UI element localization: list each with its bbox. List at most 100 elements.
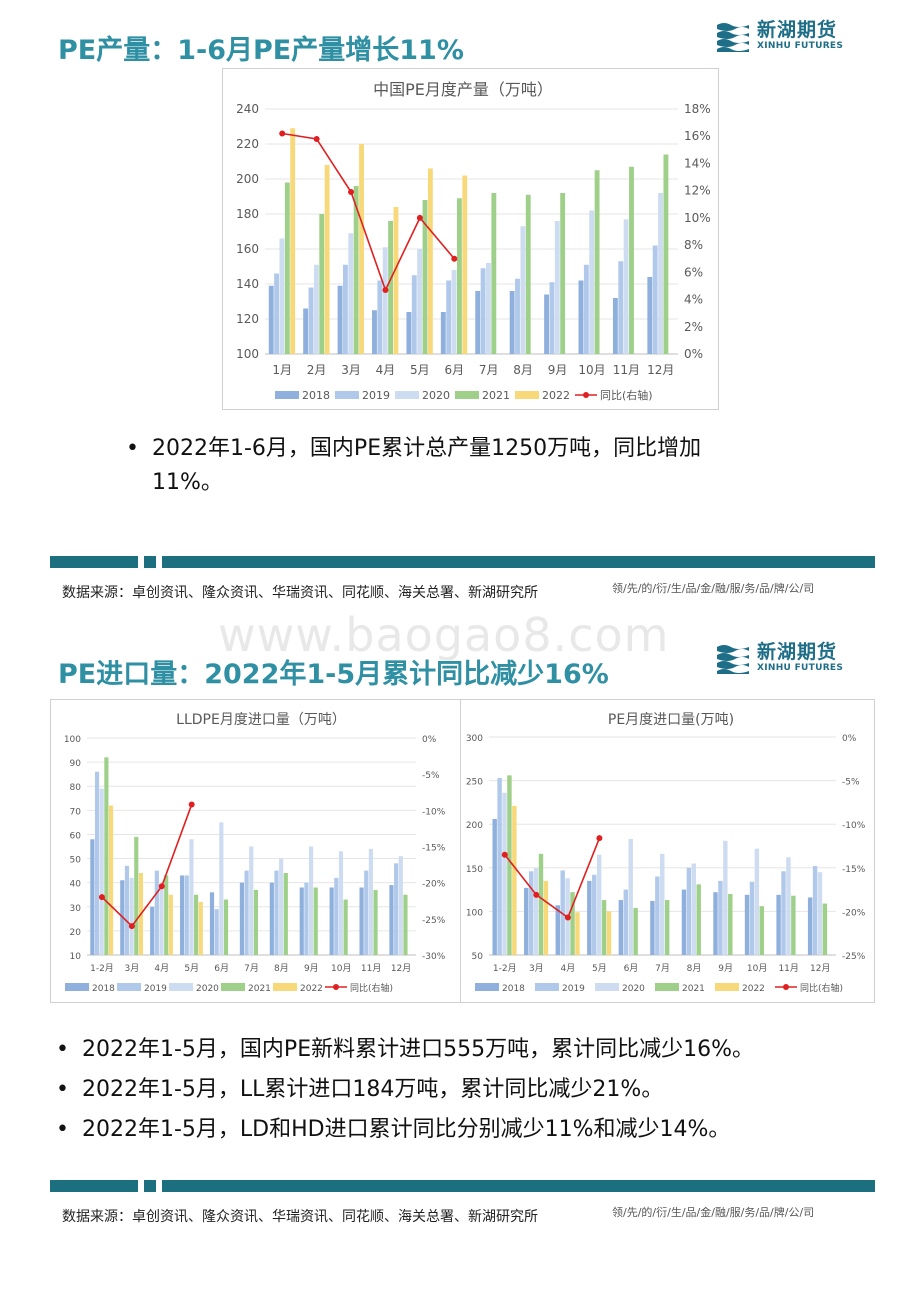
y-tick-label: 160 [236, 242, 259, 256]
y2-tick-label: 6% [684, 265, 703, 279]
bar-2021 [313, 887, 318, 955]
bar-2021 [164, 875, 169, 955]
bullet-text: 2022年1-5月，国内PE新料累计进口555万吨，累计同比减少16%。 [82, 1037, 754, 1062]
legend-label: 2020 [422, 389, 450, 402]
bar-2019 [124, 865, 130, 955]
y2-tick-label: 12% [684, 184, 711, 198]
bar-2018 [509, 291, 515, 354]
yoy-point [533, 891, 540, 898]
x-tick-label: 1月 [272, 363, 292, 377]
divider-band [50, 1180, 875, 1192]
bullet-item: • 2022年1-5月，国内PE新料累计进口555万吨，累计同比减少16%。 [56, 1037, 754, 1062]
x-tick-label: 11月 [361, 963, 381, 974]
bar-2020 [159, 887, 164, 955]
bar-2019 [304, 882, 309, 955]
bar-2020 [502, 792, 507, 955]
bar-2021 [343, 899, 348, 955]
bar-2019 [718, 880, 723, 955]
y-tick-label: 200 [236, 172, 259, 186]
x-tick-label: 12月 [391, 963, 411, 974]
bar-2021 [104, 757, 109, 955]
yoy-line [504, 837, 601, 919]
bar-2021 [791, 895, 796, 955]
y-tick-label: 100 [64, 735, 81, 745]
legend-line-marker [333, 984, 339, 990]
bar-2021 [525, 194, 531, 354]
legend-label: 2021 [248, 984, 271, 994]
x-tick-label: 9月 [548, 363, 568, 377]
bar-2022 [108, 805, 114, 955]
bar-2021 [507, 775, 512, 955]
x-tick-label: 2月 [307, 363, 327, 377]
y-tick-label: 180 [236, 207, 259, 221]
yoy-point [382, 287, 389, 294]
x-tick-label: 5月 [410, 363, 430, 377]
y2-tick-label: -25% [422, 916, 446, 926]
section2-bullets: • 2022年1-5月，国内PE新料累计进口555万吨，累计同比减少16%。 • 2… [56, 1030, 754, 1150]
yoy-point [128, 923, 135, 930]
bar-2020 [279, 238, 285, 354]
bar-2018 [150, 906, 155, 955]
bar-2018 [524, 887, 529, 955]
x-tick-label: 7月 [655, 963, 670, 974]
legend-swatch [117, 983, 141, 991]
bar-2020 [658, 193, 663, 354]
bar-2020 [623, 219, 629, 354]
bar-2019 [623, 889, 628, 955]
y-tick-label: 60 [70, 831, 82, 841]
yoy-line [282, 132, 455, 293]
bar-2020 [129, 877, 134, 955]
y2-tick-label: 2% [684, 320, 703, 334]
bar-2021 [422, 200, 428, 354]
bar-2022 [512, 805, 517, 955]
bar-2019 [592, 874, 597, 955]
bar-2019 [497, 777, 502, 955]
y2-tick-label: -20% [842, 908, 866, 918]
bar-2018 [406, 312, 412, 354]
y2-tick-label: 0% [422, 735, 437, 745]
x-tick-label: 4月 [154, 963, 169, 974]
bar-2020 [691, 863, 697, 955]
legend-label: 2022 [300, 984, 323, 994]
legend-swatch [715, 983, 739, 991]
yoy-point [313, 135, 320, 142]
bar-2019 [480, 268, 486, 354]
bar-2021 [633, 907, 638, 955]
bar-2020 [754, 848, 760, 955]
legend-label: 2019 [144, 984, 167, 994]
x-tick-label: 12月 [810, 963, 830, 974]
x-tick-label: 3月 [341, 363, 361, 377]
x-tick-label: 9月 [718, 963, 733, 974]
bar-2020 [596, 854, 602, 955]
y-tick-label: 200 [466, 821, 483, 831]
bar-2021 [663, 154, 669, 354]
bar-2018 [681, 889, 687, 955]
bullet-text: 2022年1-6月，国内PE累计总产量1250万吨，同比增加 [152, 436, 702, 461]
bar-2022 [543, 880, 549, 955]
bar-2018 [555, 905, 560, 955]
bar-2020 [660, 853, 665, 955]
legend-swatch [515, 391, 539, 399]
bar-2020 [338, 851, 344, 955]
bar-2021 [284, 182, 290, 354]
bar-2019 [446, 280, 452, 354]
y2-tick-label: 16% [684, 129, 711, 143]
source-note: 数据来源：卓创资讯、隆众资讯、华瑞资讯、同花顺、海关总署、新湖研究所 [62, 1209, 538, 1225]
legend-swatch [65, 983, 89, 991]
y2-tick-label: 10% [684, 211, 711, 225]
x-tick-label: 6月 [444, 363, 464, 377]
divider-band [50, 556, 875, 568]
bar-2021 [538, 853, 544, 955]
x-tick-label: 4月 [376, 363, 396, 377]
bar-2021 [223, 899, 229, 955]
bar-2020 [451, 270, 457, 354]
logo-en-text: XINHU FUTURES [757, 41, 844, 51]
x-tick-label: 4月 [560, 963, 575, 974]
bar-2018 [269, 882, 274, 955]
y2-tick-label: -15% [422, 844, 446, 854]
lldpe-import-chart-svg: LLDPE月度进口量（万吨） 10 20 30 40 50 60 70 80 90 100 -30% -… [64, 712, 446, 994]
bar-2019 [549, 282, 555, 354]
y-tick-label: 10 [70, 952, 82, 962]
bar-2021 [253, 889, 258, 955]
x-tick-label: 8月 [687, 963, 702, 974]
